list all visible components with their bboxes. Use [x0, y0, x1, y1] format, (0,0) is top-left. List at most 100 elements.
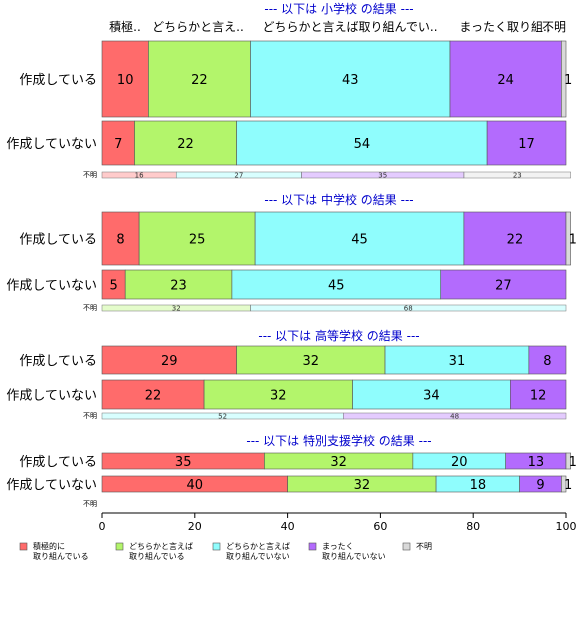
legend-label: 取り組んでいる — [33, 551, 89, 561]
panel-title: --- 以下は 高等学校 の結果 --- — [258, 328, 419, 343]
unknown-data-label: 68 — [404, 305, 413, 313]
data-label: 8 — [116, 233, 124, 248]
data-label: 13 — [528, 455, 545, 470]
data-label: 34 — [423, 389, 440, 404]
row-label: 作成していない — [6, 478, 97, 493]
legend-label: 取り組んでいない — [226, 551, 290, 561]
row-label: 作成していない — [6, 279, 97, 294]
legend-label: どちらかと言えば — [129, 541, 193, 551]
data-label: 1 — [564, 478, 572, 493]
data-label: 45 — [351, 233, 368, 248]
top-category-label: どちらかと言え.. — [152, 20, 244, 34]
legend-swatch — [115, 542, 124, 551]
legend-swatch — [402, 542, 411, 551]
data-label: 1 — [569, 233, 577, 248]
row-label: 作成している — [19, 233, 97, 248]
bar-segment — [134, 120, 237, 166]
data-label: 27 — [495, 279, 512, 294]
data-label: 43 — [342, 73, 359, 88]
unknown-bar-segment — [343, 412, 567, 420]
bar-segment — [561, 475, 567, 493]
bar-segment — [565, 211, 571, 266]
bar-segment — [440, 269, 567, 300]
top-category-label: 積極.. — [109, 19, 141, 34]
bar-segment — [254, 211, 465, 266]
data-label: 31 — [449, 354, 466, 369]
data-label: 29 — [161, 354, 178, 369]
bar-segment — [236, 345, 386, 375]
data-label: 32 — [330, 455, 347, 470]
row-label: 作成している — [19, 354, 97, 369]
x-tick-label: 40 — [281, 520, 295, 533]
bar-segment — [510, 379, 567, 410]
bar-segment — [561, 40, 567, 118]
bar-segment — [231, 269, 442, 300]
data-label: 12 — [530, 389, 547, 404]
bar-segment — [101, 345, 237, 375]
bar-segment — [352, 379, 511, 410]
legend-label: まったく — [322, 542, 354, 551]
unknown-data-label: 35 — [378, 172, 387, 180]
data-label: 54 — [354, 137, 371, 152]
legend-label: 積極的に — [33, 541, 65, 551]
bar-segment — [101, 120, 135, 166]
data-label: 1 — [564, 73, 572, 88]
legend-label: 取り組んでいない — [322, 551, 386, 561]
x-tick-label: 0 — [99, 520, 106, 533]
unknown-row-label: 不明 — [83, 500, 97, 508]
bar-segment — [528, 345, 567, 375]
bar-segment — [463, 211, 567, 266]
x-tick-label: 60 — [373, 520, 387, 533]
data-label: 40 — [187, 478, 204, 493]
data-label: 10 — [117, 73, 134, 88]
data-label: 32 — [270, 389, 287, 404]
top-category-label: 不明 — [542, 20, 566, 34]
data-label: 18 — [470, 478, 487, 493]
unknown-row-label: 不明 — [83, 171, 97, 179]
legend-label: 取り組んでいる — [129, 551, 185, 561]
data-label: 24 — [497, 73, 514, 88]
bar-segment — [101, 379, 205, 410]
panel-title: --- 以下は 特別支援学校 の結果 --- — [246, 433, 431, 448]
panel-title: --- 以下は 小学校 の結果 --- — [264, 1, 413, 16]
unknown-data-label: 48 — [450, 413, 459, 421]
data-label: 32 — [354, 478, 371, 493]
data-label: 17 — [518, 137, 535, 152]
data-label: 45 — [328, 279, 345, 294]
x-tick-label: 20 — [188, 520, 202, 533]
data-label: 8 — [543, 354, 551, 369]
unknown-row-label: 不明 — [83, 304, 97, 312]
bar-segment — [203, 379, 353, 410]
bar-segment — [138, 211, 256, 266]
bar-segment — [101, 211, 140, 266]
data-label: 23 — [170, 279, 187, 294]
data-label: 32 — [303, 354, 320, 369]
bar-segment — [124, 269, 233, 300]
unknown-data-label: 23 — [513, 172, 522, 180]
row-label: 作成している — [19, 455, 97, 470]
bar-segment — [486, 120, 567, 166]
data-label: 1 — [569, 455, 577, 470]
legend-swatch — [308, 542, 317, 551]
x-tick-label: 80 — [466, 520, 480, 533]
unknown-bar-segment — [463, 171, 571, 179]
panel-title: --- 以下は 中学校 の結果 --- — [264, 192, 413, 207]
unknown-row-label: 不明 — [83, 412, 97, 420]
row-label: 作成している — [19, 73, 97, 88]
data-label: 7 — [114, 137, 122, 152]
data-label: 22 — [145, 389, 162, 404]
data-label: 9 — [536, 478, 544, 493]
bar-segment — [565, 452, 571, 470]
top-category-label: どちらかと言えば取り組んでい.. — [262, 20, 437, 34]
unknown-data-label: 16 — [135, 172, 144, 180]
bar-segment — [236, 120, 488, 166]
data-label: 5 — [109, 279, 117, 294]
row-label: 作成していない — [6, 389, 97, 404]
row-label: 作成していない — [6, 137, 97, 152]
unknown-bar-segment — [250, 304, 567, 312]
legend-label: どちらかと言えば — [226, 541, 290, 551]
bar-segment — [449, 40, 562, 118]
unknown-data-label: 32 — [172, 305, 181, 313]
